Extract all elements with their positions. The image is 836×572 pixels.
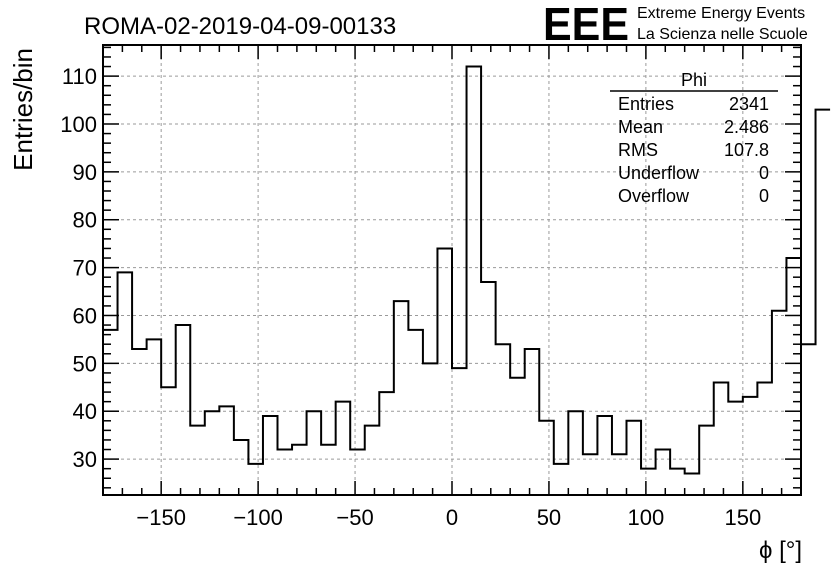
y-tick-label: 100 [60,112,97,137]
stats-label: RMS [618,140,658,160]
x-tick-label: −50 [336,505,373,530]
x-axis-label: ϕ [°] [759,537,802,564]
y-tick-label: 30 [73,447,97,472]
eee-logo-mark: EEE [543,0,629,50]
x-tick-label: 0 [446,505,458,530]
eee-logo: EEE Extreme Energy Events La Scienza nel… [543,0,808,50]
x-tick-label: 150 [724,505,761,530]
chart-title: ROMA-02-2019-04-09-00133 [84,13,396,40]
logo-line-1: Extreme Energy Events [637,5,805,22]
stats-value: 2.486 [724,117,769,137]
x-tick-label: 100 [628,505,665,530]
y-tick-label: 60 [73,303,97,328]
stats-value: 107.8 [724,140,769,160]
stats-value: 0 [759,163,769,183]
stats-label: Mean [618,117,663,137]
y-tick-label: 40 [73,399,97,424]
axis-ticks [102,45,802,495]
y-tick-label: 90 [73,160,97,185]
stats-label: Entries [618,94,674,114]
stats-value: 2341 [729,94,769,114]
y-axis-label: Entries/bin [8,48,38,171]
histogram-line [103,65,831,475]
stats-box-rows: Entries 2341 Mean 2.486 RMS 107.8 Underflow 0 Ov… [618,94,769,206]
stats-box: Phi Entries 2341 Mean 2.486 RMS 107.8 Underflo… [610,70,778,206]
x-tick-label: 50 [537,505,561,530]
plot-frame [102,44,802,496]
y-tick-label: 70 [73,256,97,281]
y-tick-label: 50 [73,351,97,376]
x-tick-label: −150 [136,505,186,530]
y-tick-label: 110 [62,64,97,89]
logo-line-2: La Scienza nelle Scuole [637,26,808,43]
y-tick-label: 80 [73,208,97,233]
stats-label: Underflow [618,163,700,183]
tick-labels: −150 −100 −50 0 50 100 150 30 40 50 60 70 80 90 100 110 [60,64,761,530]
x-tick-label: −100 [233,505,283,530]
stats-value: 0 [759,186,769,206]
stats-label: Overflow [618,186,690,206]
stats-box-title: Phi [681,70,707,90]
